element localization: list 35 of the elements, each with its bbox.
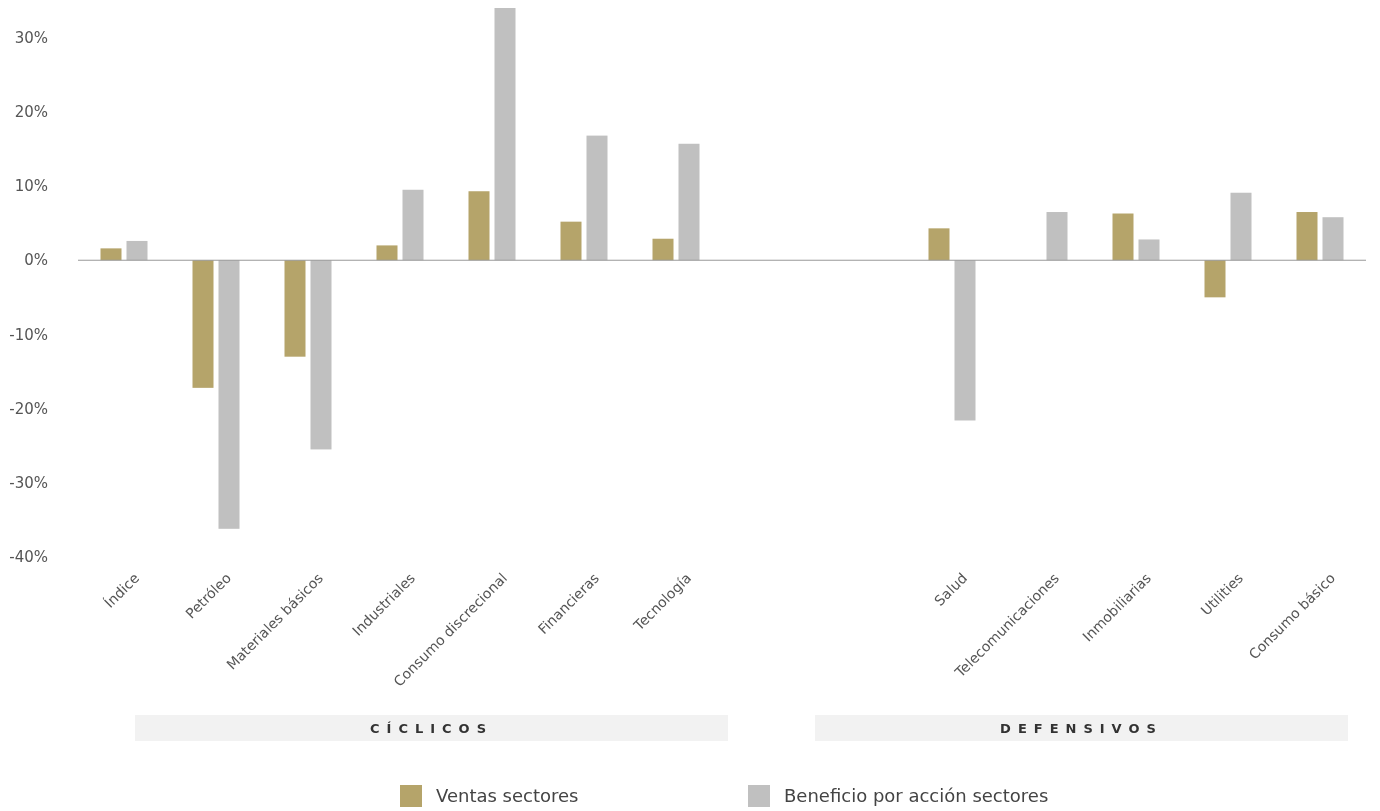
bar [928, 228, 950, 261]
bar [218, 260, 240, 529]
bar [678, 143, 700, 261]
bar [652, 238, 674, 261]
bar [100, 248, 122, 261]
bar [402, 189, 424, 261]
y-tick-label: 30% [14, 28, 48, 47]
bar [586, 135, 608, 261]
bar [494, 8, 516, 261]
text: DEFENSIVOS [1000, 720, 1163, 736]
y-tick-label: -20% [9, 399, 48, 418]
bar [1112, 213, 1134, 261]
bar [1322, 217, 1344, 261]
bar [468, 191, 490, 261]
bar [284, 260, 306, 357]
bar [954, 260, 976, 421]
y-tick-label: 20% [14, 103, 48, 122]
y-tick-label: -30% [9, 474, 48, 493]
bar [1204, 260, 1226, 298]
bar [560, 221, 582, 261]
bar [126, 240, 148, 261]
bar [1296, 212, 1318, 261]
legend-label: Beneficio por acción sectores [784, 785, 1049, 807]
y-tick-label: 0% [24, 251, 48, 270]
legend-label: Ventas sectores [436, 785, 579, 807]
text: CÍCLICOS [370, 720, 493, 736]
bar [1230, 192, 1252, 261]
y-tick-label: 10% [14, 177, 48, 196]
y-tick-label: -10% [9, 325, 48, 344]
y-tick-label: -40% [9, 548, 48, 567]
bar [1138, 239, 1160, 261]
bar [310, 260, 332, 450]
bar [1046, 212, 1068, 261]
bar [376, 245, 398, 261]
bar [192, 260, 214, 388]
